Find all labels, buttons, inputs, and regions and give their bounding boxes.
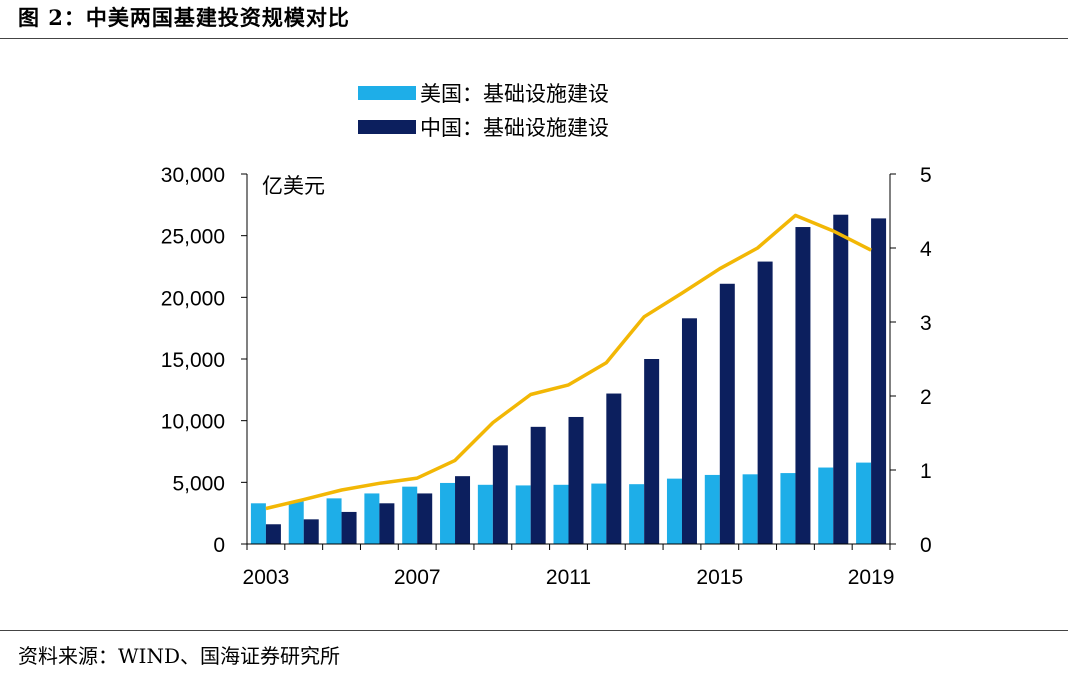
legend-label-cn: 中国：基础设施建设	[420, 117, 609, 140]
cn-bar	[719, 283, 735, 544]
cn-bar	[417, 493, 433, 544]
cn-bar	[757, 261, 773, 544]
cn-bar	[265, 524, 281, 544]
right-tick-label: 4	[920, 238, 932, 261]
source-note: 资料来源：WIND、国海证券研究所	[18, 644, 340, 668]
cn-bar	[795, 227, 811, 545]
axes-group: 0 5,000 10,000 15,000 20,000 25,000 30,000 0 1 2 3…	[161, 164, 932, 589]
us-bar	[742, 474, 758, 544]
right-tick-label: 3	[920, 312, 932, 335]
left-tick-label: 15,000	[161, 349, 225, 372]
left-tick-label: 20,000	[161, 287, 225, 310]
right-tick-label: 2	[920, 386, 932, 409]
cn-bar	[492, 445, 508, 544]
us-bar	[704, 474, 720, 544]
cn-bar	[455, 476, 471, 544]
us-bar	[591, 483, 607, 544]
x-tick-label: 2007	[394, 566, 441, 589]
cn-bar	[644, 359, 660, 544]
left-tick-label: 5,000	[172, 472, 225, 495]
legend-swatch-us	[358, 86, 416, 100]
bars-group	[250, 214, 887, 545]
left-tick-label: 30,000	[161, 164, 225, 187]
us-bar	[288, 501, 304, 544]
cn-bar	[871, 218, 887, 544]
cn-bar	[833, 214, 849, 544]
right-tick-label: 1	[920, 460, 932, 483]
left-tick-label: 25,000	[161, 226, 225, 249]
right-tick-label: 5	[920, 164, 932, 187]
y-unit-label: 亿美元	[262, 175, 325, 198]
us-bar	[553, 484, 569, 544]
cn-bar	[606, 393, 622, 544]
title-divider	[0, 38, 1068, 39]
us-bar	[666, 478, 682, 544]
x-tick-label: 2011	[546, 566, 591, 589]
left-tick-label: 0	[213, 534, 225, 557]
ratio-line-group	[265, 213, 872, 511]
cn-bar	[568, 416, 584, 544]
chart-area: 0 5,000 10,000 15,000 20,000 25,000 30,000 0 1 2 3…	[161, 83, 932, 589]
us-bar	[326, 498, 342, 544]
cn-bar	[341, 511, 357, 544]
legend-swatch-cn	[358, 120, 416, 134]
x-tick-label: 2003	[243, 566, 290, 589]
figure-title: 图 2：中美两国基建投资规模对比	[18, 5, 350, 30]
us-bar	[780, 473, 796, 544]
us-bar	[250, 503, 266, 544]
legend-label-us: 美国：基础设施建设	[420, 83, 609, 106]
us-bar	[364, 493, 380, 544]
cn-bar	[379, 503, 395, 544]
left-tick-label: 10,000	[161, 411, 225, 434]
x-tick-label: 2015	[696, 566, 743, 589]
us-bar	[818, 467, 834, 544]
x-tick-label: 2019	[848, 566, 895, 589]
us-bar	[629, 484, 645, 544]
cn-bar	[303, 519, 319, 544]
us-bar	[515, 485, 531, 544]
us-bar	[440, 482, 456, 544]
right-tick-label: 0	[920, 534, 932, 557]
us-bar	[477, 484, 493, 544]
cn-bar	[681, 318, 697, 544]
us-bar	[402, 486, 418, 544]
us-bar	[856, 462, 872, 544]
ratio-line	[265, 213, 872, 511]
source-divider	[0, 630, 1068, 631]
cn-bar	[530, 426, 546, 544]
